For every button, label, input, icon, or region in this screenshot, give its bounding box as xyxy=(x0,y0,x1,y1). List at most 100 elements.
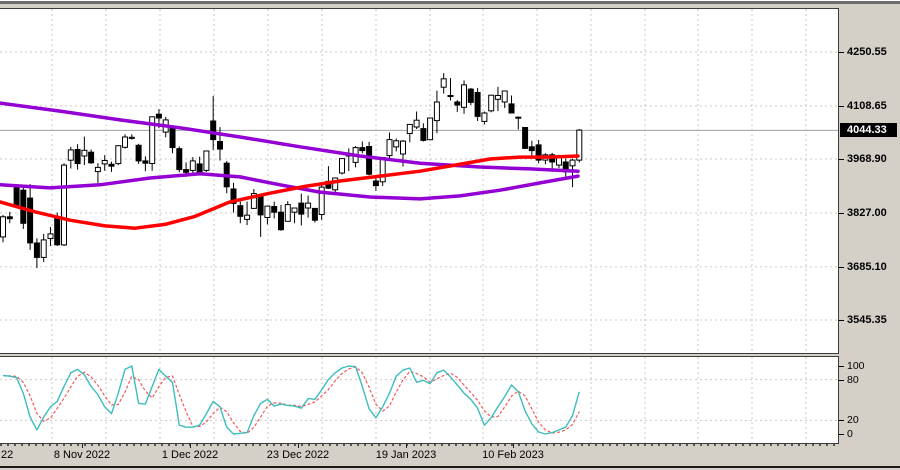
candle xyxy=(142,156,149,172)
candle xyxy=(284,201,291,222)
price-tick xyxy=(839,159,844,160)
main-chart-panel[interactable] xyxy=(0,8,839,354)
price-tick xyxy=(839,213,844,214)
candle xyxy=(101,155,108,171)
candle xyxy=(440,73,447,94)
candle xyxy=(27,184,34,250)
candle xyxy=(67,146,74,169)
candle xyxy=(433,90,440,134)
grid xyxy=(0,357,838,443)
candle xyxy=(528,140,535,157)
candle xyxy=(298,193,305,226)
oscillator-canvas[interactable] xyxy=(0,357,838,443)
candle xyxy=(115,145,122,166)
candle xyxy=(176,146,183,173)
candle xyxy=(244,201,251,226)
price-tick xyxy=(839,52,844,53)
candle xyxy=(325,166,332,189)
candles xyxy=(0,73,583,269)
price-scale[interactable]: 4250.55 4108.65 3968.90 3827.00 3685.10 3545.… xyxy=(839,0,900,444)
candle xyxy=(135,143,142,164)
candle xyxy=(454,100,461,112)
candle xyxy=(128,134,135,140)
candle xyxy=(94,163,101,183)
candle xyxy=(291,207,298,224)
candle xyxy=(515,116,522,130)
candle xyxy=(189,157,196,174)
candle xyxy=(386,132,393,159)
candle xyxy=(230,182,237,213)
price-tick xyxy=(839,267,844,268)
candle xyxy=(481,111,488,125)
candle xyxy=(474,87,481,121)
candle xyxy=(81,136,88,166)
oscillator-tick xyxy=(839,366,844,367)
candle xyxy=(13,184,20,208)
candle xyxy=(271,201,278,219)
stochastic-k-line xyxy=(2,365,580,435)
candle xyxy=(420,123,427,142)
candle xyxy=(61,163,67,246)
oscillator-tick xyxy=(839,420,844,421)
candle xyxy=(210,95,217,150)
time-axis-label: 23 Dec 2022 xyxy=(266,449,330,461)
time-axis[interactable]: 22 8 Nov 2022 1 Dec 2022 23 Dec 2022 19 Jan … xyxy=(0,444,900,468)
candle xyxy=(237,201,244,224)
oscillator-tick xyxy=(839,380,844,381)
candle xyxy=(169,127,176,154)
candle xyxy=(108,161,115,172)
candle xyxy=(379,157,386,186)
candle xyxy=(427,117,434,141)
time-axis-tick-row xyxy=(0,444,839,446)
candle xyxy=(406,123,413,143)
oscillator-tick xyxy=(839,434,844,435)
oscillator-panel[interactable] xyxy=(0,356,839,444)
candle xyxy=(501,90,508,109)
candle xyxy=(461,80,467,114)
candle xyxy=(339,158,345,175)
time-axis-tick xyxy=(190,444,191,448)
ma-mid-purple xyxy=(0,172,580,201)
candle xyxy=(0,214,6,243)
candle xyxy=(88,149,95,164)
stochastic-d-line xyxy=(2,366,580,434)
price-tick xyxy=(839,106,844,107)
time-axis-tick xyxy=(513,444,514,448)
time-axis-label: 1 Dec 2022 xyxy=(161,449,219,461)
candle xyxy=(33,238,40,269)
time-axis-tick xyxy=(82,444,83,448)
candle xyxy=(47,227,54,246)
candle xyxy=(562,158,569,178)
main-chart-canvas[interactable] xyxy=(0,9,838,353)
ma-long-purple xyxy=(0,101,580,173)
price-tick xyxy=(839,320,844,321)
candle xyxy=(467,87,474,105)
candle xyxy=(359,141,366,154)
candle xyxy=(535,140,542,164)
candle xyxy=(40,233,47,262)
candle xyxy=(413,111,420,129)
candle xyxy=(257,196,264,237)
time-axis-label: 19 Jan 2023 xyxy=(375,449,437,461)
candle xyxy=(372,176,379,191)
candle xyxy=(522,127,529,150)
ma-red xyxy=(0,154,580,230)
current-price-tag: 4044.33 xyxy=(840,123,897,137)
candle xyxy=(569,158,576,188)
candle xyxy=(122,134,128,149)
candle xyxy=(494,86,501,112)
candle xyxy=(318,182,325,220)
candle xyxy=(278,205,284,231)
time-axis-tick xyxy=(298,444,299,448)
candle xyxy=(393,138,400,152)
time-axis-label: 8 Nov 2022 xyxy=(53,449,111,461)
candle xyxy=(447,78,454,101)
grid xyxy=(0,9,838,353)
candle xyxy=(508,95,515,114)
candle xyxy=(305,195,312,218)
candle xyxy=(488,94,495,113)
time-axis-label: 22 xyxy=(1,449,14,461)
candle xyxy=(345,148,352,172)
time-axis-tick xyxy=(406,444,407,448)
